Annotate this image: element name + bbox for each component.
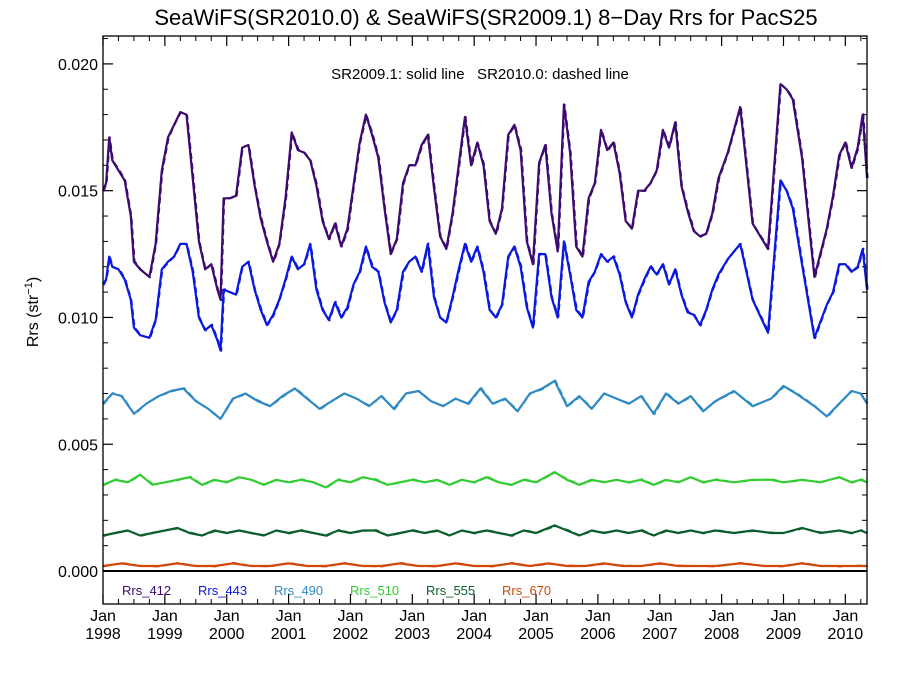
x-tick-year: 2006 [580, 626, 616, 643]
legend-label-rrs_670: Rrs_670 [502, 583, 551, 598]
series-line-rrs_490 [102, 379, 868, 420]
x-tick-month: Jan [90, 608, 116, 625]
x-tick-year: 2001 [271, 626, 307, 643]
y-axis-label-sup: −1 [23, 282, 35, 295]
series-line-rrs_443 [102, 179, 869, 352]
line-style-note: SR2009.1: solid line SR2010.0: dashed li… [331, 66, 629, 83]
x-tick-month: Jan [585, 608, 611, 625]
y-tick-label: 0.015 [58, 184, 98, 201]
x-tick-month: Jan [832, 608, 858, 625]
x-tick-month: Jan [214, 608, 240, 625]
x-tick-year: 1999 [147, 626, 183, 643]
y-tick-label: 0.010 [58, 310, 98, 327]
series-dashed-line-rrs_510 [103, 471, 869, 489]
x-tick-month: Jan [152, 608, 178, 625]
series-dashed-line-rrs_670 [103, 561, 868, 568]
x-tick-month: Jan [523, 608, 549, 625]
x-tick-year: 2003 [395, 626, 431, 643]
x-tick-year: 2007 [642, 626, 678, 643]
y-axis-label-close: ) [25, 277, 42, 282]
x-tick-year: 2004 [456, 626, 492, 643]
x-tick-month: Jan [399, 608, 425, 625]
y-axis-label-main: Rrs (str [25, 294, 42, 347]
x-tick-year: 2000 [209, 626, 245, 643]
x-tick-year: 2009 [766, 626, 802, 643]
chart-title: SeaWiFS(SR2010.0) & SeaWiFS(SR2009.1) 8−… [154, 5, 817, 30]
legend-label-rrs_555: Rrs_555 [426, 583, 475, 598]
x-tick-month: Jan [338, 608, 364, 625]
x-tick-year: 2008 [704, 626, 740, 643]
series-dashed-line-rrs_555 [103, 525, 869, 537]
plot-content: 0.0000.0050.0100.0150.020Jan1998Jan1999J… [58, 36, 869, 643]
legend-label-rrs_510: Rrs_510 [350, 583, 399, 598]
x-tick-year: 2010 [828, 626, 864, 643]
x-tick-month: Jan [771, 608, 797, 625]
legend-label-rrs_443: Rrs_443 [198, 583, 247, 598]
y-axis-label: Rrs (str−1) [23, 277, 42, 347]
y-tick-label: 0.005 [58, 437, 98, 454]
y-tick-label: 0.000 [58, 564, 98, 581]
x-tick-month: Jan [709, 608, 735, 625]
series-dashed-line-rrs_412 [103, 83, 869, 302]
legend-label-rrs_490: Rrs_490 [274, 583, 323, 598]
series-dashed-line-rrs_443 [103, 179, 869, 352]
series-line-rrs_412 [101, 83, 869, 301]
x-tick-month: Jan [647, 608, 673, 625]
series-dashed-line-rrs_490 [103, 379, 869, 420]
y-tick-label: 0.020 [58, 57, 98, 74]
x-tick-month: Jan [276, 608, 302, 625]
x-tick-year: 2005 [518, 626, 554, 643]
x-tick-month: Jan [461, 608, 487, 625]
legend-label-rrs_412: Rrs_412 [122, 583, 171, 598]
x-tick-year: 2002 [333, 626, 369, 643]
plot-frame [102, 35, 868, 605]
x-tick-year: 1998 [85, 626, 121, 643]
